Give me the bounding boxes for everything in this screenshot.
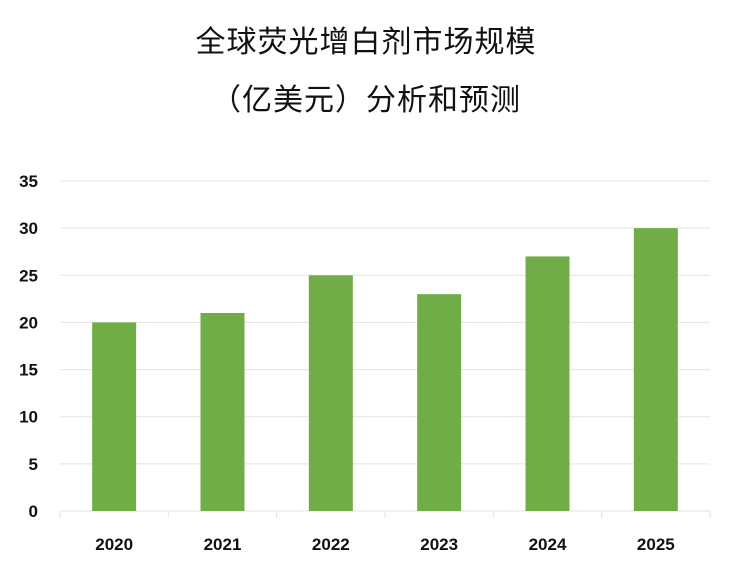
- y-tick-label-15: 15: [19, 361, 38, 380]
- bars: [92, 228, 678, 511]
- x-tick-label-2023: 2023: [420, 535, 458, 554]
- y-tick-label-10: 10: [19, 408, 38, 427]
- y-tick-label-35: 35: [19, 172, 38, 191]
- chart-title-line-1: 全球荧光增白剂市场规模: [195, 25, 537, 60]
- y-tick-label-0: 0: [29, 502, 38, 521]
- x-tick-label-2025: 2025: [637, 535, 675, 554]
- y-tick-label-25: 25: [19, 266, 38, 285]
- x-tick-label-2022: 2022: [312, 535, 350, 554]
- bar-2021: [200, 313, 245, 511]
- x-tick-label-2024: 2024: [529, 535, 567, 554]
- y-tick-label-20: 20: [19, 313, 38, 332]
- x-tick-label-2021: 2021: [204, 535, 242, 554]
- y-axis-tick-labels: 0 5 10 15 20 25 30 35: [19, 172, 38, 521]
- x-axis-tick-labels: 2020 2021 2022 2023 2024 2025: [95, 535, 674, 554]
- bar-2020: [92, 322, 137, 511]
- bar-2024: [525, 256, 570, 511]
- x-tick-label-2020: 2020: [95, 535, 133, 554]
- bar-2022: [308, 275, 353, 511]
- chart-title-line-2: （亿美元）分析和预测: [211, 83, 521, 118]
- bar-2025: [633, 228, 678, 511]
- chart-title: 全球荧光增白剂市场规模 （亿美元）分析和预测: [0, 14, 732, 130]
- y-tick-label-30: 30: [19, 219, 38, 238]
- bar-2023: [417, 294, 462, 511]
- gridlines: [59, 180, 711, 518]
- y-tick-label-5: 5: [29, 455, 38, 474]
